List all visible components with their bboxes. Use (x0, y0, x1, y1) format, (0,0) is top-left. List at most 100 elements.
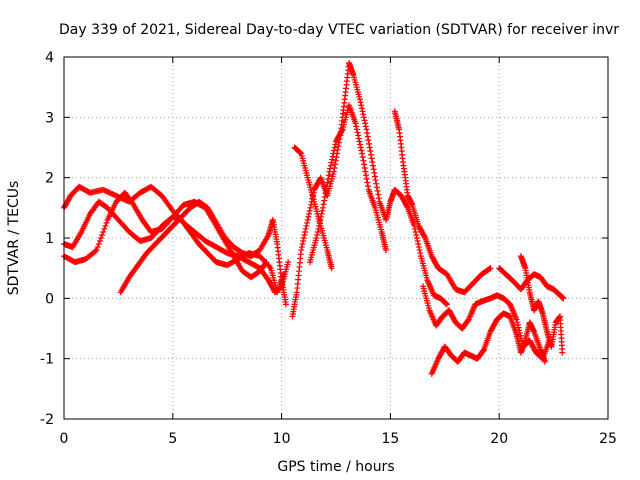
data-point (329, 156, 336, 163)
data-point (108, 190, 115, 197)
data-point (304, 219, 311, 226)
data-point (373, 180, 380, 187)
data-point (307, 201, 314, 208)
data-point (364, 179, 371, 186)
data-point (374, 187, 381, 194)
data-point (363, 172, 370, 179)
data-point (307, 204, 314, 211)
data-point (329, 153, 336, 160)
plot-frame (63, 56, 609, 420)
data-point (297, 149, 304, 156)
data-point (413, 231, 420, 238)
data-point (285, 259, 292, 266)
data-point (105, 189, 112, 196)
data-point (100, 228, 107, 235)
data-point (363, 175, 370, 182)
data-point (413, 235, 420, 241)
data-point (360, 114, 367, 121)
data-point (355, 135, 362, 142)
data-point (357, 99, 364, 106)
y-tick-label: 1 (45, 231, 54, 247)
data-point (368, 151, 375, 158)
y-tick-label: 3 (45, 110, 54, 126)
x-tick-label: 15 (381, 431, 399, 447)
tick-labels: 0 5 10 15 20 25 -2 -1 0 1 2 3 4 (40, 50, 617, 447)
data-point (369, 162, 376, 169)
data-point (328, 159, 335, 166)
data-point (318, 210, 325, 217)
data-point (101, 225, 108, 232)
data-point (365, 137, 372, 144)
data-point (414, 238, 421, 245)
data-point (100, 186, 107, 193)
data-point (93, 247, 100, 254)
data-point (517, 332, 524, 339)
data-point (412, 228, 419, 235)
data-point (370, 166, 377, 173)
data-point (300, 238, 307, 245)
data-point (332, 157, 339, 164)
data-point (334, 146, 341, 153)
data-point (375, 195, 382, 202)
data-points (61, 60, 567, 377)
data-point (332, 161, 339, 168)
data-point (102, 222, 109, 229)
x-tick-label: 0 (60, 431, 69, 447)
data-point (96, 238, 103, 245)
data-point (262, 260, 269, 267)
data-point (332, 141, 339, 148)
y-axis-label: SDTVAR / TECUs (6, 181, 22, 296)
data-point (368, 155, 375, 162)
x-tick-label: 10 (273, 431, 291, 447)
data-point (298, 247, 305, 254)
data-point (102, 187, 109, 194)
data-point (333, 154, 340, 161)
series-track-e (289, 60, 450, 320)
data-point (358, 102, 365, 109)
data-point (364, 133, 371, 140)
data-point (321, 193, 328, 200)
y-tick-label: -1 (40, 352, 54, 368)
series-track-j (428, 310, 548, 377)
data-point (352, 120, 359, 127)
y-tick-label: 2 (45, 171, 54, 187)
data-point (331, 165, 338, 172)
data-point (323, 183, 330, 190)
data-point (360, 157, 367, 164)
data-point (358, 147, 365, 154)
data-point (362, 123, 369, 130)
data-point (361, 117, 368, 124)
data-point (375, 191, 382, 198)
data-point (109, 190, 116, 197)
data-point (304, 216, 311, 223)
data-point (358, 105, 365, 112)
data-point (513, 316, 520, 323)
data-point (313, 235, 320, 241)
grid-lines (64, 57, 608, 419)
series-track-f (291, 144, 335, 272)
data-point (366, 140, 373, 147)
data-point (263, 259, 270, 266)
data-point (514, 319, 521, 326)
data-point (110, 191, 117, 198)
data-point (327, 165, 334, 172)
data-point (443, 300, 450, 307)
data-point (421, 233, 428, 240)
data-point (315, 225, 322, 232)
data-point (321, 197, 328, 204)
data-point (327, 162, 334, 169)
x-tick-label: 5 (168, 431, 177, 447)
series-track-h (391, 108, 494, 296)
data-point (415, 244, 422, 251)
chart-title: Day 339 of 2021, Sidereal Day-to-day VTE… (59, 22, 619, 38)
data-point (330, 150, 337, 157)
y-tick-label: 4 (45, 50, 54, 66)
data-point (362, 120, 369, 127)
data-point (362, 168, 369, 175)
data-point (366, 144, 373, 151)
data-point (92, 247, 99, 254)
data-point (363, 126, 370, 133)
data-point (300, 235, 307, 241)
data-point (306, 210, 313, 217)
data-point (404, 203, 411, 210)
